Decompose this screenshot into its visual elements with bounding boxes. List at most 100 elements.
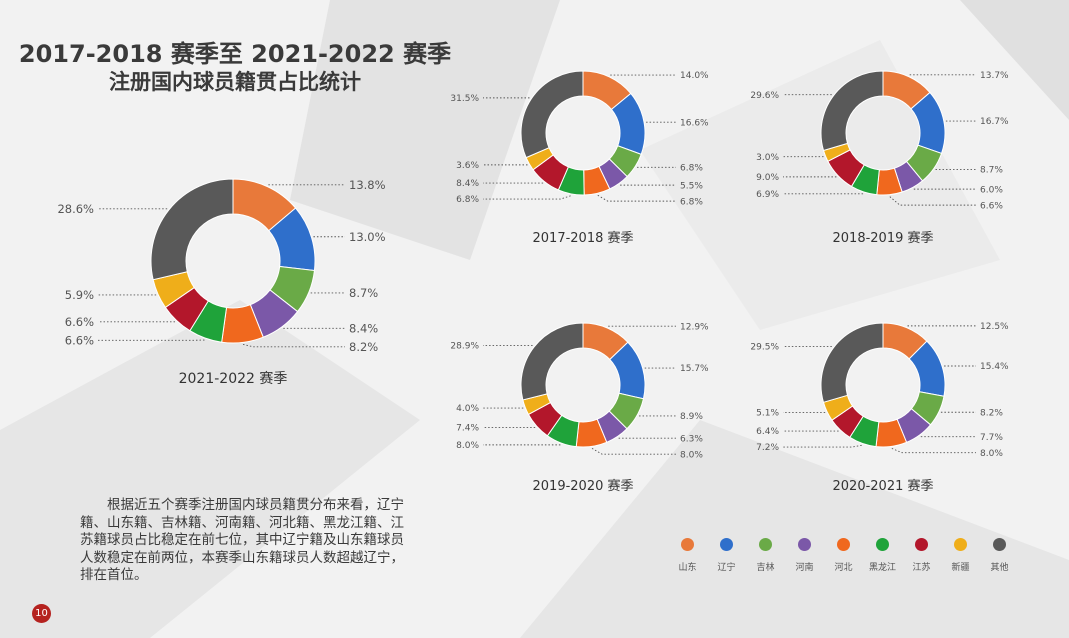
- data-label: 29.5%: [750, 343, 779, 353]
- legend-item: 吉林: [746, 538, 785, 573]
- data-label: 5.9%: [65, 288, 94, 302]
- data-label: 8.0%: [680, 450, 703, 460]
- legend-swatch: [837, 538, 850, 551]
- data-label: 8.4%: [349, 321, 378, 335]
- leader-line: [783, 444, 862, 448]
- data-label: 15.4%: [980, 362, 1009, 372]
- legend-label: 河北: [834, 563, 853, 573]
- chart-title: 2021-2022 赛季: [179, 371, 288, 387]
- data-label: 4.0%: [456, 404, 479, 414]
- data-label: 6.9%: [756, 190, 779, 200]
- data-label: 8.9%: [680, 412, 703, 422]
- legend-swatch: [759, 538, 772, 551]
- donut-chart-2021-2022: 13.8% 13.0% 8.7% 8.4% 8.2% 28.6% 5.9% 6.6% 6.6% 2…: [57, 178, 386, 387]
- leader-line: [891, 447, 976, 454]
- data-label: 13.7%: [980, 71, 1009, 81]
- data-label: 6.3%: [680, 434, 703, 444]
- data-label: 3.0%: [756, 153, 779, 163]
- data-label: 6.8%: [456, 195, 479, 205]
- page-title-line2: 注册国内球员籍贯占比统计: [109, 70, 361, 94]
- data-label: 28.6%: [57, 202, 94, 216]
- data-label: 13.8%: [349, 178, 386, 192]
- slice-其他: [150, 178, 234, 281]
- legend-item: 山东: [668, 538, 707, 573]
- data-label: 6.6%: [65, 333, 94, 347]
- donut-chart-2017-2018: 14.0% 16.6% 6.8% 5.5% 6.8% 31.5% 3.6% 8.4% 6.8% 2…: [450, 70, 709, 246]
- data-label: 6.6%: [65, 315, 94, 329]
- donut-chart-2019-2020: 12.9% 15.7% 8.9% 6.3% 8.0% 28.9% 4.0% 7.4% 8.0% 2…: [450, 322, 709, 494]
- chart-title: 2020-2021 赛季: [833, 478, 934, 494]
- data-label: 7.2%: [756, 443, 779, 453]
- legend-label: 吉林: [756, 563, 775, 573]
- chart-title: 2018-2019 赛季: [833, 230, 934, 246]
- legend-label: 黑龙江: [868, 563, 896, 573]
- leader-line: [889, 196, 976, 206]
- leader-line: [597, 194, 676, 202]
- slice-其他: [820, 70, 884, 152]
- data-label: 16.7%: [980, 117, 1009, 127]
- legend-swatch: [954, 538, 967, 551]
- legend-swatch: [681, 538, 694, 551]
- data-label: 6.8%: [680, 197, 703, 207]
- data-label: 6.6%: [980, 201, 1003, 211]
- description-paragraph: 根据近五个赛季注册国内球员籍贯分布来看，辽宁籍、山东籍、吉林籍、河南籍、河北籍、…: [80, 497, 410, 585]
- data-label: 6.0%: [980, 185, 1003, 195]
- chart-title: 2019-2020 赛季: [533, 478, 634, 494]
- legend-item: 黑龙江: [863, 538, 902, 573]
- data-label: 7.7%: [980, 433, 1003, 443]
- data-label: 8.0%: [456, 441, 479, 451]
- legend-item: 新疆: [941, 538, 980, 573]
- data-label: 8.7%: [980, 166, 1003, 176]
- page-title-line1: 2017-2018 赛季至 2021-2022 赛季: [18, 40, 452, 68]
- data-label: 15.7%: [680, 364, 709, 374]
- legend-label: 江苏: [912, 563, 931, 573]
- data-label: 29.6%: [750, 91, 779, 101]
- donut-chart-2018-2019: 13.7% 16.7% 8.7% 6.0% 6.6% 29.6% 3.0% 9.0% 6.9% 2…: [750, 70, 1009, 246]
- slice-其他: [520, 70, 584, 159]
- chart-title: 2017-2018 赛季: [533, 230, 634, 246]
- data-label: 3.6%: [456, 161, 479, 171]
- leader-line: [483, 195, 571, 200]
- slice-其他: [520, 322, 584, 401]
- data-label: 7.4%: [456, 424, 479, 434]
- data-label: 12.5%: [980, 322, 1009, 332]
- data-label: 9.0%: [756, 173, 779, 183]
- description-text: 根据近五个赛季注册国内球员籍贯分布来看，辽宁籍、山东籍、吉林籍、河南籍、河北籍、…: [80, 497, 404, 583]
- data-label: 8.2%: [349, 340, 378, 354]
- legend-item: 河南: [785, 538, 824, 573]
- data-label: 31.5%: [450, 94, 479, 104]
- data-label: 13.0%: [349, 230, 386, 244]
- legend-swatch: [720, 538, 733, 551]
- data-label: 16.6%: [680, 118, 709, 128]
- legend-label: 河南: [795, 563, 814, 573]
- legend-label: 其他: [990, 563, 1009, 573]
- data-label: 6.4%: [756, 427, 779, 437]
- legend-label: 新疆: [951, 563, 970, 573]
- leader-line: [591, 447, 676, 455]
- legend-label: 山东: [678, 563, 697, 573]
- legend-item: 其他: [980, 538, 1019, 573]
- slice-其他: [820, 322, 884, 403]
- data-label: 8.2%: [980, 408, 1003, 418]
- legend-swatch: [993, 538, 1006, 551]
- data-label: 6.8%: [680, 163, 703, 173]
- data-label: 5.1%: [756, 409, 779, 419]
- legend-swatch: [876, 538, 889, 551]
- leader-line: [242, 343, 345, 348]
- data-label: 5.5%: [680, 181, 703, 191]
- legend-item: 辽宁: [707, 538, 746, 573]
- legend-swatch: [915, 538, 928, 551]
- legend: 山东 辽宁 吉林 河南 河北 黑龙江 江苏 新疆 其他: [668, 538, 1019, 573]
- data-label: 12.9%: [680, 322, 709, 332]
- legend-item: 河北: [824, 538, 863, 573]
- data-label: 14.0%: [680, 71, 709, 81]
- donut-chart-2020-2021: 12.5% 15.4% 8.2% 7.7% 8.0% 29.5% 5.1% 6.4% 7.2% 2…: [750, 322, 1009, 494]
- legend-item: 江苏: [902, 538, 941, 573]
- page-number-badge: 10: [32, 604, 51, 623]
- data-label: 28.9%: [450, 342, 479, 352]
- legend-swatch: [798, 538, 811, 551]
- data-label: 8.7%: [349, 286, 378, 300]
- legend-label: 辽宁: [717, 563, 736, 573]
- data-label: 8.0%: [980, 449, 1003, 459]
